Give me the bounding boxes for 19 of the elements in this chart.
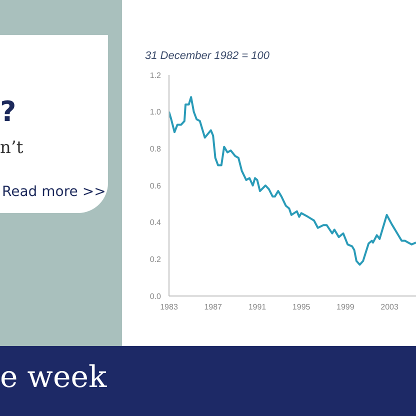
y-tick-label: 0.0 (150, 292, 162, 301)
y-tick-label: 0.8 (150, 144, 162, 154)
y-tick-label: 0.2 (150, 255, 162, 264)
x-tick-label: 1995 (292, 302, 311, 312)
x-tick-label: 1991 (248, 302, 267, 312)
text: Read more >> (2, 184, 106, 200)
y-tick-label: 0.6 (150, 181, 162, 190)
x-tick-label: 1987 (204, 302, 223, 312)
x-tick-label: 1999 (336, 302, 355, 312)
x-tick-label: 1983 (160, 302, 178, 312)
y-tick-label: 1.0 (150, 108, 162, 117)
x-tick-label: 2003 (380, 302, 399, 312)
chart-subtitle: 31 December 1982 = 100 (145, 50, 270, 62)
y-tick-label: 0.4 (150, 218, 162, 228)
text: e week (0, 360, 107, 395)
line-series (169, 96, 416, 266)
text: n’t (0, 138, 24, 158)
text: ? (0, 95, 16, 128)
y-tick-label: 1.2 (150, 70, 162, 80)
